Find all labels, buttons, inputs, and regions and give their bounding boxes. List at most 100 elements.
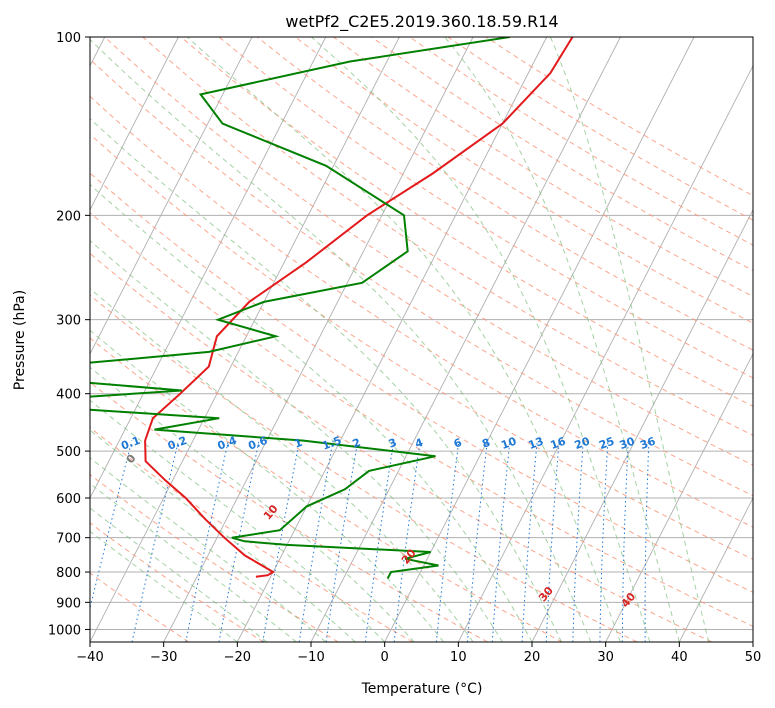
dry-adiabat — [90, 294, 638, 642]
mixing-ratio-label: 4 — [413, 436, 425, 451]
dry-adiabat — [90, 572, 190, 642]
mixing-ratio-line — [467, 440, 488, 642]
pressure-gridlines — [90, 37, 753, 630]
dry-adiabat — [90, 212, 753, 628]
x-axis: −40 −30 −20 −10 0 10 20 30 40 50 — [76, 642, 761, 665]
isotherm — [90, 37, 179, 211]
x-tick-label: −30 — [150, 650, 177, 665]
y-tick-label: 300 — [56, 314, 81, 329]
y-tick-label: 900 — [56, 596, 81, 611]
isotherm — [90, 37, 327, 499]
y-axis: 100 200 300 400 500 600 700 800 900 1000 — [48, 31, 90, 638]
mixing-ratio-label: 0.2 — [166, 434, 189, 453]
dry-adiabat — [104, 37, 753, 466]
x-tick-label: 50 — [745, 650, 762, 665]
mixing-ratio-label: 36 — [638, 434, 657, 452]
isotherm — [310, 37, 621, 642]
mixing-ratio-label: 16 — [549, 434, 568, 452]
series-line — [144, 37, 574, 578]
mixing-ratio-line — [599, 440, 609, 642]
dry-adiabat — [90, 95, 753, 528]
x-tick-label: 20 — [524, 650, 541, 665]
mixing-ratio-label: 0.6 — [246, 434, 269, 453]
dry-adiabat — [90, 337, 563, 642]
isotherm — [531, 208, 753, 642]
moist-adiabat — [311, 37, 651, 642]
mixing-ratio-label: 1.5 — [320, 434, 343, 453]
dry-adiabat — [90, 381, 488, 642]
mixing-ratio-line — [491, 440, 511, 642]
mixing-ratio-line — [218, 440, 260, 642]
mixing-ratio-line — [572, 440, 584, 642]
y-tick-label: 1000 — [48, 623, 81, 638]
dry-adiabat — [180, 37, 753, 407]
isotherm — [384, 37, 695, 642]
mixing-ratio-label: 25 — [597, 435, 616, 452]
mixing-ratio-line — [185, 440, 229, 642]
moist-adiabat — [90, 38, 592, 642]
moist-adiabat — [90, 482, 297, 642]
mixing-ratio-label: 0.1 — [119, 434, 142, 453]
y-axis-label: Pressure (hPa) — [12, 290, 28, 390]
mixing-ratio-label: 13 — [527, 435, 546, 452]
isotherm — [457, 64, 753, 642]
moist-adiabat — [90, 239, 503, 642]
mixing-ratio-label: 2 — [351, 436, 363, 451]
isotherm — [236, 37, 548, 642]
moist-adiabat — [549, 37, 710, 642]
y-tick-label: 800 — [56, 566, 81, 581]
isotherm — [90, 37, 253, 355]
x-tick-label: 0 — [381, 650, 389, 665]
dry-adiabat — [90, 427, 414, 642]
isotherm — [752, 641, 753, 642]
moist-adiabat — [90, 117, 562, 642]
skewed-isotherms — [90, 37, 753, 642]
moist-adiabat — [90, 287, 474, 642]
x-tick-label: −10 — [297, 650, 324, 665]
isotherm — [678, 496, 753, 642]
mixing-ratio-lines — [90, 440, 650, 642]
chart-title: wetPf2_C2E5.2019.360.18.59.R14 — [285, 12, 558, 32]
x-tick-label: −40 — [76, 650, 103, 665]
mixing-ratio-line — [644, 440, 650, 642]
moist-adiabat — [186, 37, 621, 642]
mixing-ratio-line — [545, 440, 560, 642]
mixing-ratio-line — [621, 440, 629, 642]
y-tick-label: 400 — [56, 388, 81, 403]
dry-adiabat — [256, 37, 753, 351]
x-tick-label: 40 — [671, 650, 688, 665]
mixing-ratio-label: 1 — [292, 436, 304, 451]
y-tick-label: 100 — [56, 31, 81, 46]
mixing-ratio-label: 30 — [618, 434, 637, 452]
x-tick-label: 10 — [450, 650, 467, 665]
x-tick-label: 30 — [597, 650, 614, 665]
plot-frame — [89, 36, 754, 643]
moist-adiabat — [90, 530, 238, 642]
profile-series — [90, 37, 574, 579]
moist-adiabat — [90, 183, 533, 642]
isotherm — [605, 352, 753, 642]
mixing-ratio-label: 3 — [387, 436, 399, 451]
dry-adiabat — [333, 37, 753, 298]
mixing-ratio-label: 6 — [452, 436, 464, 451]
mixing-ratio-label: 20 — [573, 434, 592, 452]
dry-adiabat — [90, 58, 753, 497]
y-tick-label: 700 — [56, 532, 81, 547]
mixing-ratio-line — [131, 440, 179, 642]
dry-adiabat — [90, 133, 753, 560]
mixing-ratio-label: 10 — [499, 434, 518, 452]
y-tick-label: 200 — [56, 209, 81, 224]
mixing-ratio-label: 8 — [480, 436, 492, 451]
mixing-ratio-line — [325, 440, 359, 642]
y-tick-label: 500 — [56, 445, 81, 460]
moist-adiabats — [90, 37, 710, 642]
mixing-ratio-line — [393, 440, 421, 642]
mixing-ratio-label: 0.4 — [216, 434, 239, 453]
mixing-ratio-line — [521, 440, 538, 642]
x-axis-label: Temperature (°C) — [361, 681, 483, 697]
mixing-ratio-line — [364, 440, 395, 642]
series-line — [90, 37, 511, 579]
isotherm — [163, 37, 474, 642]
y-tick-label: 600 — [56, 492, 81, 507]
